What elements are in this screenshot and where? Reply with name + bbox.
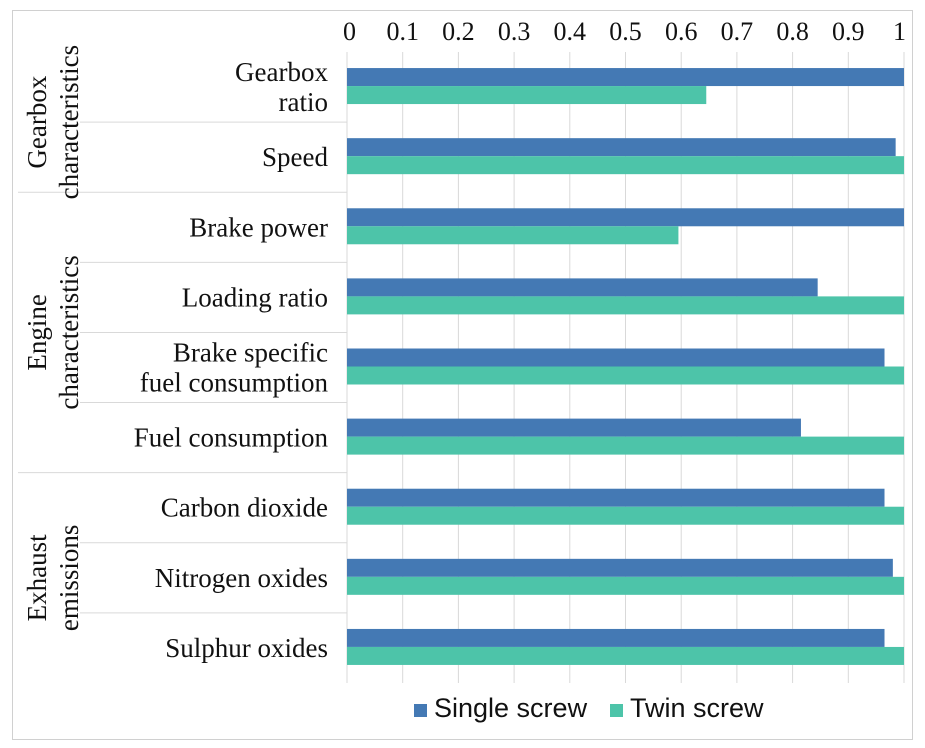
bar-single-screw <box>347 488 885 507</box>
bar-single-screw <box>347 418 801 437</box>
bar-twin-screw <box>347 296 904 315</box>
bar-single-screw <box>347 138 896 157</box>
category-label: Fuel consumption <box>134 423 329 453</box>
bar-single-screw <box>347 208 904 227</box>
x-tick-label: 0.6 <box>665 17 698 46</box>
x-tick-label: 0 <box>343 17 356 46</box>
x-tick-label: 0.8 <box>776 17 809 46</box>
bar-twin-screw <box>347 436 904 455</box>
bar-twin-screw <box>347 646 904 665</box>
bar-twin-screw <box>347 506 904 525</box>
x-tick-label: 1 <box>893 17 906 46</box>
bar-single-screw <box>347 628 885 647</box>
category-label: Speed <box>262 142 328 172</box>
category-label: Sulphur oxides <box>165 633 328 663</box>
legend-swatch <box>414 704 427 717</box>
bar-single-screw <box>347 348 885 367</box>
bar-twin-screw <box>347 156 904 175</box>
x-tick-label: 0.9 <box>832 17 865 46</box>
category-label: Nitrogen oxides <box>155 563 328 593</box>
category-label: Gearbox ratio <box>235 57 328 117</box>
bar-single-screw <box>347 68 904 87</box>
legend-label: Twin screw <box>630 693 764 723</box>
group-label: Exhaustemissions <box>22 525 84 632</box>
category-label: Carbon dioxide <box>161 493 328 523</box>
bar-twin-screw <box>347 366 904 385</box>
x-tick-label: 0.5 <box>609 17 642 46</box>
bar-twin-screw <box>347 86 707 105</box>
bar-single-screw <box>347 558 893 577</box>
bar-single-screw <box>347 278 818 297</box>
legend-swatch <box>610 704 623 717</box>
category-label: Loading ratio <box>182 282 328 312</box>
x-tick-label: 0.3 <box>498 17 531 46</box>
legend-label: Single screw <box>434 693 588 723</box>
x-tick-label: 0.1 <box>386 17 419 46</box>
x-tick-label: 0.2 <box>442 17 475 46</box>
group-label: Enginecharacteristics <box>22 255 84 409</box>
x-tick-label: 0.7 <box>721 17 754 46</box>
category-label: Brake power <box>189 212 328 242</box>
bar-twin-screw <box>347 576 904 595</box>
group-label: Gearboxcharacteristics <box>22 45 84 199</box>
bar-twin-screw <box>347 226 679 245</box>
x-tick-label: 0.4 <box>554 17 587 46</box>
category-label: Brake specific fuel consumption <box>140 338 329 398</box>
